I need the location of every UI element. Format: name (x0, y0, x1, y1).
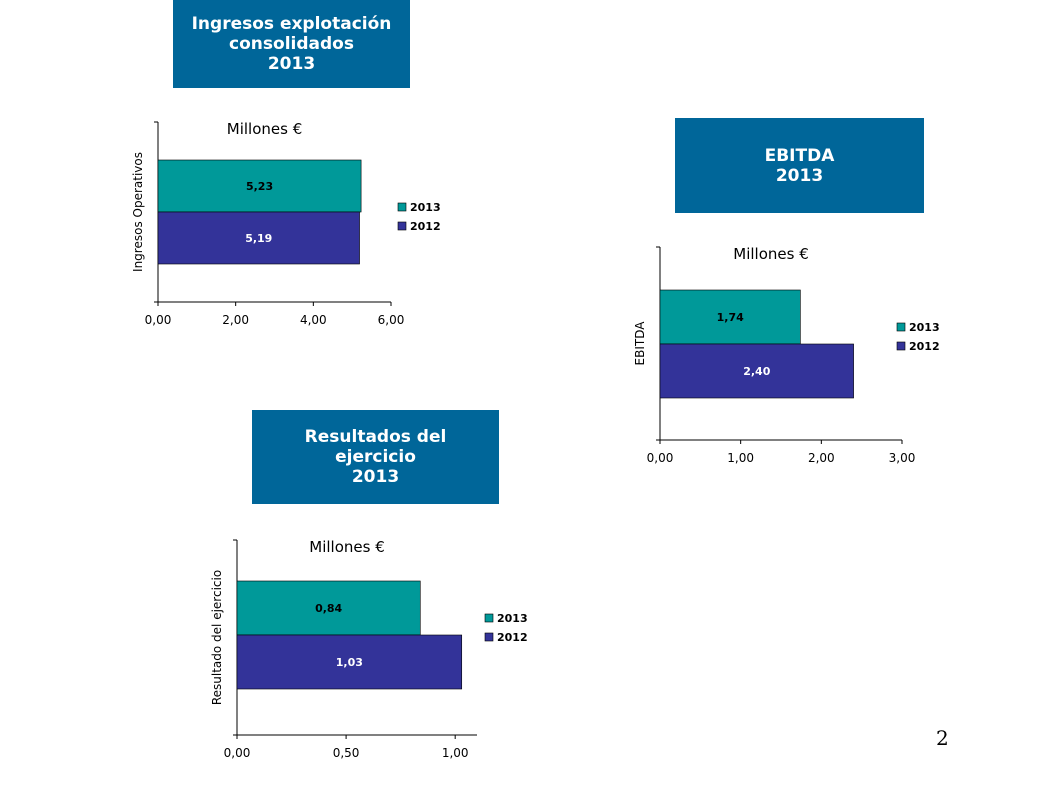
title-line: ejercicio (335, 447, 416, 467)
x-tick-label: 3,00 (889, 451, 916, 465)
legend-swatch-2012 (484, 632, 494, 642)
title-line: 2013 (267, 54, 316, 74)
legend-swatch-2013 (484, 613, 494, 623)
title-line: 2013 (775, 165, 824, 186)
bar-data-label: 1,03 (336, 656, 363, 669)
bar-2013 (236, 580, 421, 636)
legend-swatch-2013 (397, 202, 407, 212)
legend-label: 2012 (497, 631, 528, 644)
chart-ebitda: Millones € 0,00 1,00 2,00 3,00 EBITDA 1,74 2,40… (633, 245, 940, 465)
x-tick-label: 6,00 (378, 313, 405, 327)
y-axis-label: Ingresos Operativos (131, 152, 145, 272)
title-line: EBITDA (764, 145, 835, 166)
x-tick-label: 0,00 (145, 313, 172, 327)
x-tick-label: 2,00 (222, 313, 249, 327)
page-number: 2 (936, 726, 949, 750)
legend-swatch-2013 (896, 322, 906, 332)
title-box-ingresos: Ingresos explotación consolidados 2013 (173, 0, 410, 88)
bar-2012 (236, 634, 463, 690)
x-tick-label: 0,00 (647, 451, 674, 465)
legend-swatch-2012 (397, 221, 407, 231)
bar-data-label: 5,23 (246, 180, 273, 193)
chart-ingresos-operativos: Millones € 0,00 2,00 4,00 6,00 Ingresos Opera… (131, 120, 441, 327)
x-tick-label: 0,50 (333, 746, 360, 760)
title-box-ebitda: EBITDA 2013 (675, 118, 924, 213)
y-axis-label: Resultado del ejercicio (210, 570, 224, 705)
title-line: 2013 (351, 467, 400, 487)
bar-2012 (659, 343, 854, 399)
title-line: Ingresos explotación (191, 14, 392, 34)
legend-label: 2013 (410, 201, 441, 214)
chart-title: Millones € (733, 245, 808, 263)
bar-2013 (157, 159, 362, 213)
legend-label: 2013 (909, 321, 940, 334)
legend-label: 2013 (497, 612, 528, 625)
bar-data-label: 2,40 (743, 365, 770, 378)
x-tick-label: 2,00 (808, 451, 835, 465)
chart-resultado-ejercicio: Millones € 0,00 0,50 1,00 Resultado del ejer… (210, 538, 528, 760)
title-box-resultados: Resultados del ejercicio 2013 (252, 410, 499, 504)
chart-title: Millones € (309, 538, 384, 556)
legend-swatch-2012 (896, 341, 906, 351)
x-tick-label: 0,00 (224, 746, 251, 760)
chart-title: Millones € (227, 120, 302, 138)
bar-2012 (157, 211, 360, 265)
x-tick-label: 4,00 (300, 313, 327, 327)
x-tick-label: 1,00 (727, 451, 754, 465)
legend-label: 2012 (909, 340, 940, 353)
bar-data-label: 5,19 (245, 232, 272, 245)
y-axis-label: EBITDA (633, 321, 647, 366)
x-tick-label: 1,00 (442, 746, 469, 760)
bar-data-label: 1,74 (717, 311, 744, 324)
title-line: Resultados del (304, 427, 447, 447)
bar-data-label: 0,84 (315, 602, 342, 615)
title-line: consolidados (229, 34, 354, 54)
legend-label: 2012 (410, 220, 441, 233)
